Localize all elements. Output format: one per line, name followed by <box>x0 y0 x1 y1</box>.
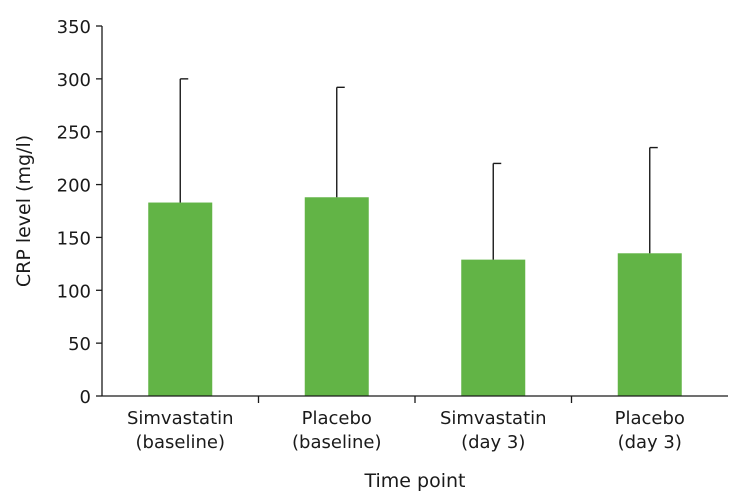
bar <box>304 197 369 396</box>
x-axis-title: Time point <box>364 470 466 492</box>
x-tick-label: Simvastatin (baseline) <box>127 408 234 453</box>
x-tick-label: Placebo (baseline) <box>292 408 381 453</box>
y-tick-label: 0 <box>80 387 91 408</box>
bar <box>617 253 682 396</box>
bar <box>461 259 526 396</box>
y-axis-title: CRP level (mg/l) <box>13 135 35 287</box>
y-tick-label: 100 <box>57 281 91 302</box>
error-bars-layer <box>179 78 658 260</box>
y-tick-label: 350 <box>57 17 91 38</box>
bar <box>148 202 213 396</box>
x-ticks-layer: Simvastatin (baseline) Placebo (baseline) Si… <box>127 396 685 453</box>
y-tick-label: 200 <box>57 176 91 197</box>
y-tick-label: 250 <box>57 123 91 144</box>
y-tick-label: 150 <box>57 228 91 249</box>
bars-layer <box>148 197 682 396</box>
y-tick-label: 50 <box>68 334 91 355</box>
x-tick-label: Placebo (day 3) <box>615 408 685 453</box>
y-tick-label: 300 <box>57 70 91 91</box>
y-ticks-layer: 0 50 100 150 200 250 300 350 <box>57 17 102 408</box>
x-tick-label: Simvastatin (day 3) <box>440 408 547 453</box>
